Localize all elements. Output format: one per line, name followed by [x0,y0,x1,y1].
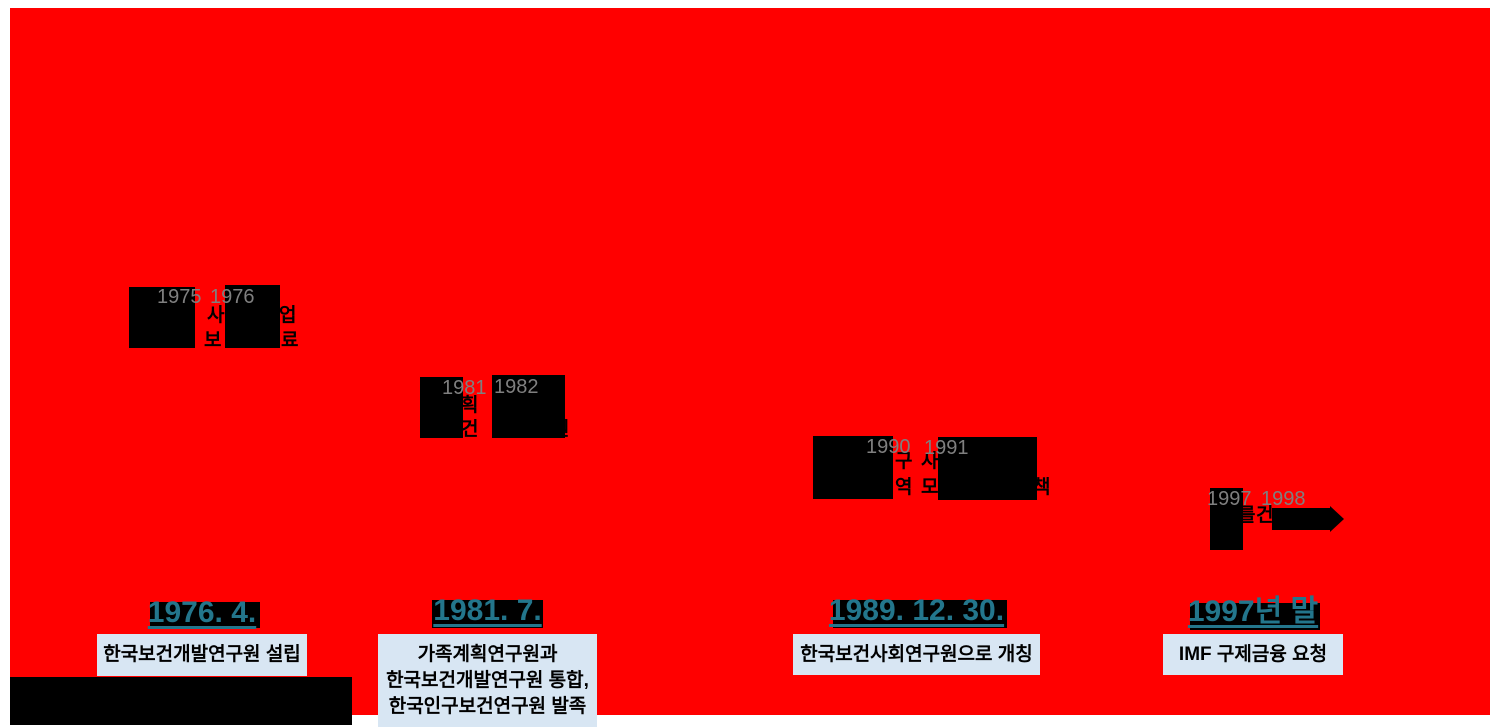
redacted-photo-1982 [492,375,565,438]
milestone-caption-box: 한국보건개발연구원 설립 [97,634,307,676]
caption-line: 가족계획연구원과 [417,643,558,665]
photo-year-label: 1975 [157,286,202,308]
redacted-footer-block [10,677,352,725]
arrow-right-icon [1330,506,1344,532]
photo-caption-fragment: 사 [921,451,939,472]
redacted-photo-1990 [813,436,893,499]
photo-caption-fragment: 건 [461,419,479,440]
redacted-arrow-bar [1272,508,1332,530]
milestone-caption-box: IMF 구제금융 요청 [1163,634,1343,675]
photo-caption-fragment: 료 [281,330,299,351]
photo-year-label: 1982 [494,376,539,398]
photo-year-label: 1981 [442,377,487,399]
photo-caption-fragment: 모 [921,477,939,498]
date-backing-box [150,602,260,628]
caption-line: IMF 구제금융 요청 [1178,643,1328,665]
photo-caption-fragment: 구 [895,451,913,472]
redacted-photo-1976 [225,285,280,348]
date-backing-box [833,600,1007,628]
milestone-date: 1997년 말 [1187,595,1319,628]
photo-caption-fragment: 책 [1033,477,1051,498]
date-backing-box [1190,603,1320,630]
redacted-photo-1991 [938,437,1037,500]
photo-year-label: 1990 [866,436,911,458]
photo-caption-fragment: 역 [895,477,913,498]
caption-line: 한국인구보건연구원 발족 [388,695,587,717]
redacted-photo-1975 [129,287,195,348]
photo-caption-fragment: 획 [461,395,479,416]
date-backing-box [432,600,543,628]
photo-year-label: 1998 [1261,488,1306,510]
photo-year-label: 1997 [1207,488,1252,510]
redacted-photo-1997 [1210,488,1243,550]
photo-caption-fragment: 건 [1256,505,1274,526]
photo-caption-fragment: 보 [204,330,222,351]
photo-caption-fragment: 업 [279,305,297,326]
milestone-caption-box: 가족계획연구원과 한국보건개발연구원 통합, 한국인구보건연구원 발족 [378,634,597,727]
milestone-date: 1981. 7. [433,594,542,627]
photo-caption-fragment: 사 [207,305,225,326]
caption-line: 한국보건개발연구원 설립 [103,644,301,665]
milestone-caption-box: 한국보건사회연구원으로 개칭 [793,634,1040,675]
photo-year-label: 1976 [210,286,255,308]
milestone-date: 1976. 4. [147,596,257,629]
redacted-photo-1981 [420,377,463,438]
slide-background [10,8,1490,715]
milestone-date: 1989. 12. 30. [828,594,1005,627]
photo-year-label: 1991 [924,437,969,459]
caption-line: 한국보건사회연구원으로 개칭 [800,643,1033,665]
caption-line: 한국보건개발연구원 통합, [386,669,589,691]
